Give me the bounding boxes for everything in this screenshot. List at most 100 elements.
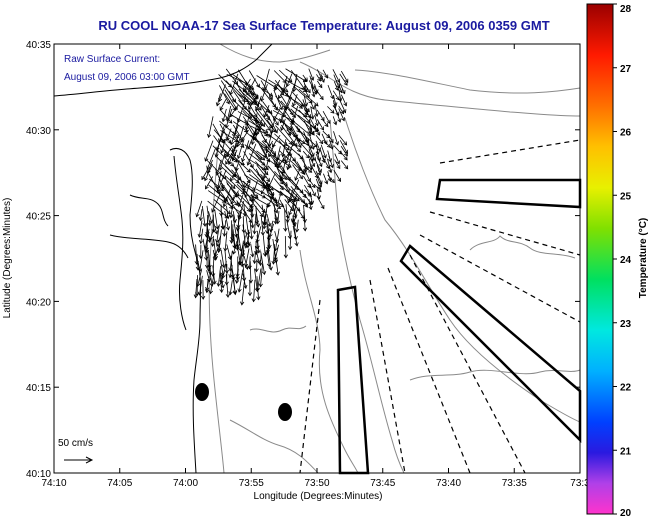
current-vector <box>266 190 278 214</box>
current-vector <box>255 188 278 202</box>
current-vector <box>302 150 310 159</box>
current-vector <box>230 124 239 146</box>
current-vector <box>220 273 225 289</box>
current-vector <box>255 209 261 228</box>
current-vector <box>284 110 301 133</box>
bathy-contour-nearshore <box>208 149 225 474</box>
current-vector <box>303 165 313 173</box>
current-vector <box>250 209 255 229</box>
current-vector <box>241 140 250 163</box>
colorbar-tick-label: 28 <box>620 4 632 15</box>
current-vector <box>263 105 270 118</box>
current-vector <box>247 280 253 297</box>
x-tick-label: 73:55 <box>239 478 264 489</box>
current-vector <box>340 70 349 83</box>
current-vector <box>200 280 206 300</box>
current-vector <box>215 235 222 247</box>
bathy-contour-wiggle-2 <box>469 235 576 259</box>
current-vector <box>236 138 245 160</box>
current-vector <box>314 184 322 193</box>
current-vector <box>256 234 261 254</box>
current-vector <box>250 125 257 146</box>
current-vector <box>338 83 343 94</box>
current-vector <box>237 93 254 105</box>
current-vector <box>230 153 251 173</box>
bathy-contour-south <box>229 419 319 474</box>
current-vector <box>208 228 215 241</box>
current-vector <box>302 74 308 82</box>
current-vector <box>338 105 345 115</box>
current-vector <box>225 150 234 165</box>
current-vector <box>304 108 312 119</box>
bathy-contour-wiggle-1 <box>249 325 307 333</box>
current-vector <box>267 133 291 151</box>
current-vector <box>314 125 321 136</box>
current-vector <box>303 200 308 208</box>
current-vector <box>327 174 335 184</box>
current-vector <box>302 210 308 232</box>
current-vector <box>234 268 240 284</box>
x-tick-label: 73:40 <box>436 478 461 489</box>
current-vector <box>316 109 325 122</box>
current-vector <box>333 81 339 91</box>
current-vector <box>208 275 215 295</box>
current-vector <box>219 99 227 111</box>
current-vector <box>197 275 203 296</box>
y-tick-label: 40:30 <box>26 126 51 137</box>
current-vector <box>251 180 258 199</box>
y-tick-label: 40:20 <box>26 297 51 308</box>
current-vector <box>201 168 209 181</box>
current-vector <box>264 244 270 256</box>
current-vector <box>315 145 320 156</box>
current-vector <box>218 85 230 105</box>
current-vector <box>237 244 244 266</box>
current-vector <box>256 276 261 301</box>
current-vector <box>326 158 333 174</box>
current-vector <box>340 94 348 107</box>
x-tick-label: 74:05 <box>107 478 132 489</box>
current-vector <box>277 86 287 100</box>
current-vector <box>204 279 210 294</box>
current-vector <box>195 200 203 218</box>
current-vector <box>320 73 325 83</box>
current-vector <box>273 209 279 221</box>
current-vector <box>333 131 339 146</box>
current-vector <box>339 73 348 86</box>
bathy-contour-north <box>219 43 331 63</box>
radial-line <box>419 234 581 323</box>
current-vector <box>254 259 259 273</box>
current-vector <box>220 185 239 206</box>
current-vector <box>267 195 285 207</box>
current-vector <box>294 219 300 233</box>
current-vector <box>315 178 322 190</box>
current-vector <box>204 140 214 162</box>
current-vector <box>262 210 267 230</box>
current-vector <box>208 264 214 287</box>
colorbar-title: Temperature (°C) <box>638 218 649 299</box>
current-vector <box>286 153 293 171</box>
buoy-marker <box>195 383 209 401</box>
current-vector <box>292 94 298 107</box>
radial-line <box>439 139 581 164</box>
current-vector <box>220 138 226 154</box>
y-axis-ticks: 40:35 40:30 40:25 40:20 40:15 40:10 <box>26 40 580 480</box>
current-vector <box>273 108 281 121</box>
bathy-contour-wiggle-3 <box>409 369 581 381</box>
current-vector <box>288 230 293 251</box>
current-vector <box>266 174 276 191</box>
radial-line <box>429 211 581 256</box>
current-vector <box>317 80 323 89</box>
x-axis-ticks: 74:10 74:05 74:00 73:55 73:50 73:45 73:40 73:35… <box>41 44 590 489</box>
current-vector <box>283 236 288 259</box>
current-vector <box>212 221 219 235</box>
current-vector <box>273 79 281 92</box>
current-vector <box>309 183 316 197</box>
current-vector <box>292 225 299 247</box>
current-vector <box>323 173 329 185</box>
current-vector <box>309 100 315 110</box>
bathymetry-contours <box>208 43 581 474</box>
current-vector <box>214 140 221 158</box>
current-vector <box>275 194 281 207</box>
y-tick-label: 40:15 <box>26 383 51 394</box>
x-tick-label: 73:3 <box>570 478 590 489</box>
